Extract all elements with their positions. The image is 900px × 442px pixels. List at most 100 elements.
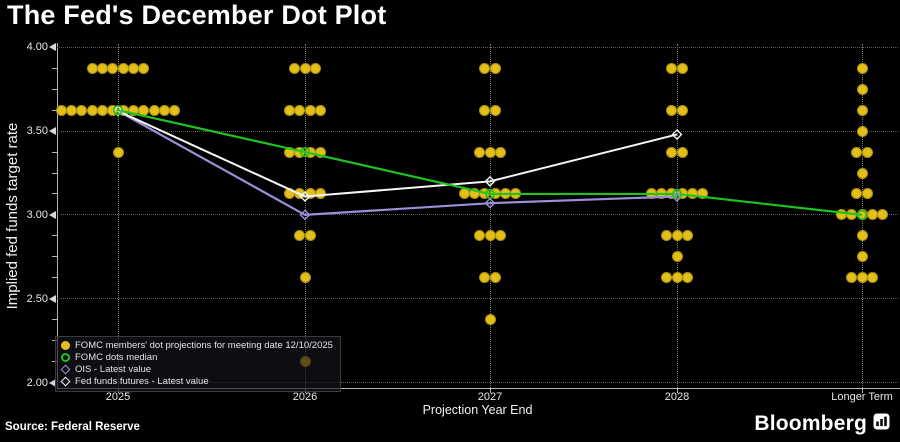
y-axis-line <box>57 43 58 388</box>
fomc-dot <box>494 230 506 242</box>
fomc-dot <box>671 251 683 263</box>
gridline-horizontal <box>57 214 898 216</box>
fomc-dot <box>304 104 316 116</box>
fomc-dot <box>846 272 858 284</box>
y-tick-text: 3.00 <box>26 208 48 221</box>
fomc-dot <box>856 167 868 179</box>
fomc-dot <box>474 230 486 242</box>
legend-item: Fed funds futures - Latest value <box>60 376 333 387</box>
fomc-dot <box>851 146 863 158</box>
y-minor-tick <box>52 109 57 111</box>
x-tick <box>676 388 678 393</box>
bar-chart-icon <box>873 413 890 435</box>
legend-item: OIS - Latest value <box>60 364 333 375</box>
fomc-dot <box>856 209 868 221</box>
fomc-dot <box>489 272 501 284</box>
legend-label: Fed funds futures - Latest value <box>75 376 209 387</box>
fomc-dot <box>294 104 306 116</box>
gridline-vertical <box>676 44 678 388</box>
gridline-vertical <box>489 44 491 388</box>
fomc-dot <box>76 104 88 116</box>
y-tick-text: 4.00 <box>26 41 48 54</box>
fomc-dot <box>676 104 688 116</box>
fomc-dot <box>314 188 326 200</box>
fomc-dot <box>484 230 496 242</box>
bloomberg-wordmark: Bloomberg <box>754 412 867 435</box>
fomc-dot <box>138 104 150 116</box>
fomc-dot <box>117 62 129 74</box>
fomc-dot <box>138 62 150 74</box>
y-minor-tick <box>52 319 57 321</box>
fomc-dot <box>494 146 506 158</box>
fomc-dot <box>661 272 673 284</box>
y-minor-tick <box>52 172 57 174</box>
fomc-dot <box>107 104 119 116</box>
fomc-dot <box>299 62 311 74</box>
fomc-dot <box>681 272 693 284</box>
fomc-dot <box>489 62 501 74</box>
chart-legend: FOMC members' dot projections for meetin… <box>55 336 341 392</box>
x-tick-label: Longer Term <box>831 391 893 403</box>
fomc-dot <box>112 146 124 158</box>
fomc-dot <box>861 146 873 158</box>
y-tick-text: 3.50 <box>26 125 48 138</box>
legend-open-diamond-icon <box>60 376 71 387</box>
y-tick-label: 3.50 <box>0 125 56 137</box>
fomc-dot <box>856 62 868 74</box>
fomc-dot <box>299 272 311 284</box>
fomc-dot <box>55 104 67 116</box>
fomc-dot <box>304 188 316 200</box>
fomc-dot <box>671 272 683 284</box>
fomc-dot <box>877 209 889 221</box>
y-minor-tick <box>52 67 57 69</box>
x-tick-label: 2025 <box>105 391 131 403</box>
y-tick-label: 2.50 <box>0 293 56 305</box>
fomc-dot <box>861 188 873 200</box>
y-minor-tick <box>52 151 57 153</box>
x-tick <box>489 388 491 393</box>
legend-item: FOMC members' dot projections for meetin… <box>61 340 333 351</box>
legend-item: FOMC dots median <box>61 352 333 363</box>
x-tick-label: 2027 <box>477 391 503 403</box>
legend-open-circle-icon <box>61 353 70 362</box>
y-tick-arrow-icon <box>49 210 56 219</box>
fomc-dot <box>866 272 878 284</box>
y-minor-tick <box>52 361 57 363</box>
fomc-dot <box>856 125 868 137</box>
fomc-dot <box>97 104 109 116</box>
fomc-dot <box>97 62 109 74</box>
fomc-dot <box>127 62 139 74</box>
y-minor-tick <box>52 235 57 237</box>
fomc-dot <box>666 62 678 74</box>
fomc-dot <box>866 209 878 221</box>
legend-open-diamond-icon <box>60 364 71 375</box>
gridline-horizontal <box>57 382 898 383</box>
legend-label: OIS - Latest value <box>75 364 152 375</box>
y-tick-arrow-icon <box>49 294 56 303</box>
fomc-dot <box>294 146 306 158</box>
fomc-dot <box>148 104 160 116</box>
fomc-dot <box>697 188 709 200</box>
y-tick-text: 2.00 <box>26 376 48 389</box>
fomc-dot <box>681 230 693 242</box>
y-tick-arrow-icon <box>49 43 56 52</box>
y-tick-label: 4.00 <box>0 41 56 53</box>
legend-filled-circle-icon <box>61 341 70 350</box>
fomc-dot <box>314 146 326 158</box>
fomc-dot <box>479 62 491 74</box>
fomc-dot <box>304 146 316 158</box>
fomc-dot <box>676 146 688 158</box>
y-minor-tick <box>52 193 57 195</box>
fomc-dot <box>666 104 678 116</box>
fomc-dot <box>289 62 301 74</box>
fomc-dot <box>671 230 683 242</box>
fomc-dot <box>856 104 868 116</box>
fomc-dot <box>856 272 868 284</box>
source-label: Source: Federal Reserve <box>5 421 140 433</box>
fomc-dot <box>86 62 98 74</box>
fomc-dot <box>314 104 326 116</box>
y-minor-tick <box>52 256 57 258</box>
y-tick-label: 3.00 <box>0 209 56 221</box>
fomc-dot <box>489 104 501 116</box>
